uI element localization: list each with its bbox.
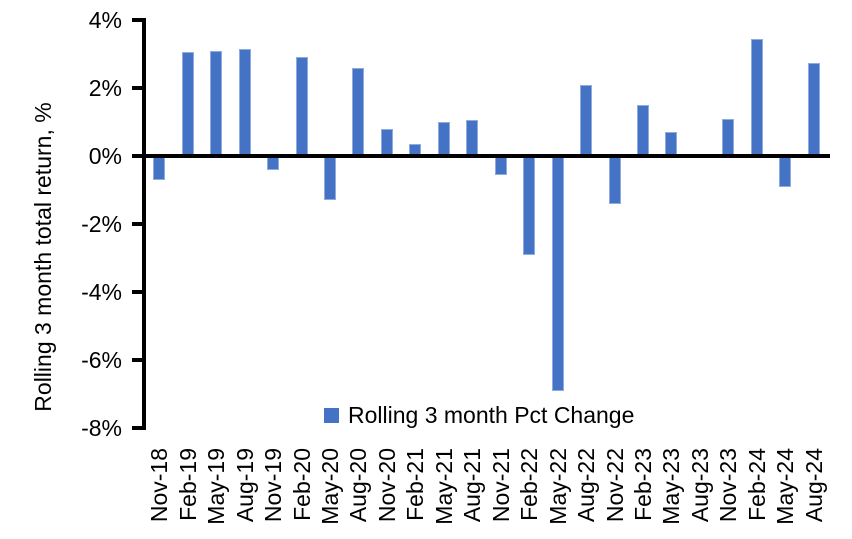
bar-May-19 bbox=[210, 50, 223, 156]
bar-Aug-24 bbox=[807, 62, 820, 156]
y-tick-mark bbox=[132, 18, 145, 22]
y-tick-mark bbox=[132, 86, 145, 90]
x-tick-label: Aug-19 bbox=[231, 448, 258, 523]
x-tick-label: Feb-21 bbox=[402, 448, 429, 521]
y-tick-mark bbox=[132, 426, 145, 430]
zero-line bbox=[142, 154, 830, 158]
y-tick-mark bbox=[132, 222, 145, 226]
bar-Feb-22 bbox=[523, 156, 536, 255]
bar-Nov-18 bbox=[153, 156, 166, 180]
bar-Nov-19 bbox=[267, 156, 280, 170]
y-tick-label: 0% bbox=[88, 143, 122, 169]
legend: Rolling 3 month Pct Change bbox=[324, 402, 634, 428]
x-tick-label: Aug-21 bbox=[459, 448, 486, 523]
y-tick-mark bbox=[132, 290, 145, 294]
x-tick-label: Feb-23 bbox=[630, 448, 657, 521]
y-axis-line bbox=[142, 18, 146, 430]
x-tick-label: Aug-20 bbox=[345, 448, 372, 523]
x-tick-label: Aug-23 bbox=[686, 448, 713, 523]
bar-May-24 bbox=[779, 156, 792, 187]
bar-Nov-22 bbox=[608, 156, 621, 204]
y-tick-label: 2% bbox=[88, 75, 122, 101]
bar-Nov-21 bbox=[494, 156, 507, 175]
bar-Feb-19 bbox=[181, 52, 194, 156]
x-tick-label: Nov-22 bbox=[601, 448, 628, 523]
x-tick-label: Nov-23 bbox=[715, 448, 742, 523]
legend-label: Rolling 3 month Pct Change bbox=[348, 402, 635, 428]
x-tick-label: Aug-24 bbox=[800, 448, 827, 523]
bar-Aug-20 bbox=[352, 67, 365, 156]
y-tick-mark bbox=[132, 154, 145, 158]
x-tick-label: May-23 bbox=[658, 448, 685, 525]
bar-Nov-20 bbox=[380, 128, 393, 156]
x-tick-label: Nov-21 bbox=[487, 448, 514, 523]
x-tick-label: May-24 bbox=[772, 448, 799, 525]
y-tick-label: -2% bbox=[81, 211, 122, 237]
y-tick-label: 4% bbox=[88, 7, 122, 33]
y-tick-label: -6% bbox=[81, 347, 122, 373]
x-tick-label: Feb-24 bbox=[743, 448, 770, 521]
x-tick-label: May-22 bbox=[544, 448, 571, 525]
bar-Aug-22 bbox=[580, 84, 593, 156]
bar-May-23 bbox=[665, 132, 678, 156]
bar-Aug-19 bbox=[238, 48, 251, 156]
x-tick-label: Feb-22 bbox=[516, 448, 543, 521]
x-tick-label: Feb-19 bbox=[174, 448, 201, 521]
y-axis-title: Rolling 3 month total return, % bbox=[30, 102, 56, 412]
bar-Nov-23 bbox=[722, 118, 735, 156]
legend-swatch bbox=[324, 407, 339, 423]
x-tick-label: Aug-22 bbox=[573, 448, 600, 523]
y-tick-mark bbox=[132, 358, 145, 362]
bar-May-20 bbox=[323, 156, 336, 201]
x-tick-label: May-20 bbox=[316, 448, 343, 525]
bar-Aug-21 bbox=[466, 120, 479, 156]
x-tick-label: Nov-18 bbox=[146, 448, 173, 523]
bar-Feb-23 bbox=[637, 105, 650, 156]
x-tick-label: Nov-19 bbox=[260, 448, 287, 523]
y-tick-label: -8% bbox=[81, 415, 122, 441]
bar-Feb-24 bbox=[750, 38, 763, 156]
bar-May-21 bbox=[437, 122, 450, 156]
x-tick-label: May-19 bbox=[203, 448, 230, 525]
bar-Feb-20 bbox=[295, 57, 308, 156]
x-tick-label: May-21 bbox=[430, 448, 457, 525]
bar-May-22 bbox=[551, 156, 564, 391]
x-tick-label: Feb-20 bbox=[288, 448, 315, 521]
y-tick-label: -4% bbox=[81, 279, 122, 305]
x-tick-label: Nov-20 bbox=[373, 448, 400, 523]
